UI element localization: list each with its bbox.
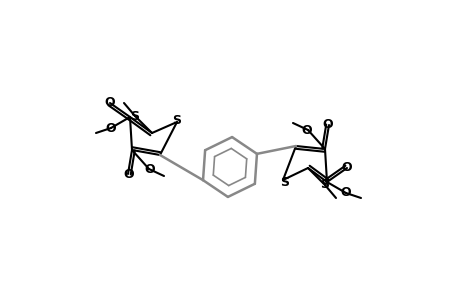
Text: S: S — [172, 113, 181, 127]
Text: S: S — [280, 176, 289, 188]
Text: O: O — [322, 118, 333, 130]
Text: O: O — [145, 163, 155, 176]
Text: O: O — [106, 122, 116, 134]
Text: S: S — [130, 110, 139, 122]
Text: S: S — [320, 178, 329, 191]
Text: O: O — [340, 187, 351, 200]
Text: O: O — [301, 124, 312, 136]
Text: O: O — [341, 160, 352, 173]
Text: O: O — [105, 95, 115, 109]
Text: O: O — [123, 169, 134, 182]
